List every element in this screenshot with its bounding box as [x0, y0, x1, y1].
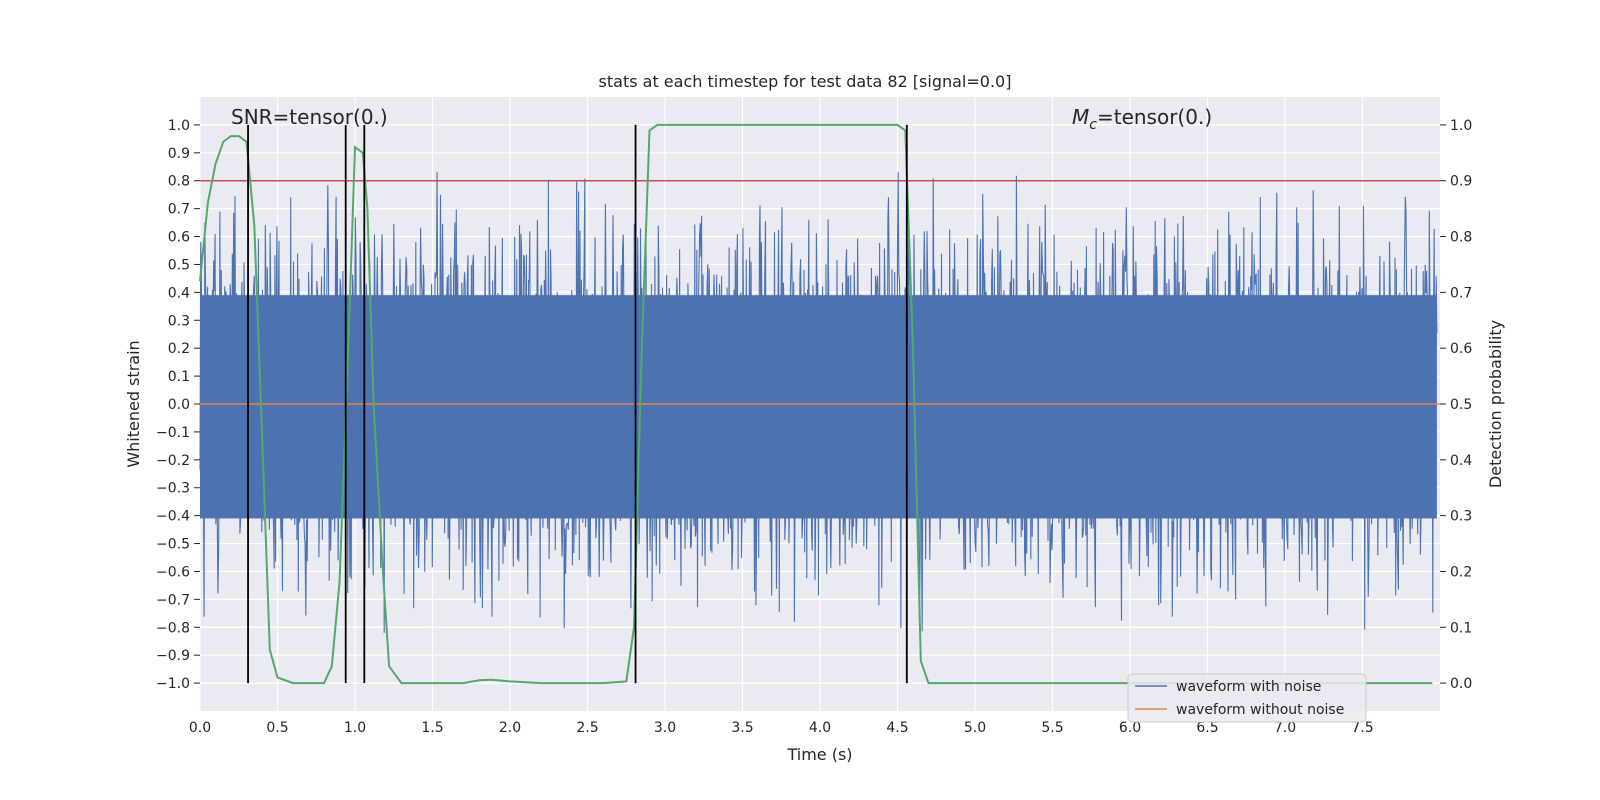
- right-y-tick-label: 0.0: [1450, 676, 1472, 692]
- left-y-tick-label: 0.3: [168, 313, 190, 329]
- right-y-axis-ticks: 1.0 0.9 0.8 0.7 0.6 0.5 0.4 0.3 0.2 0.1 0.0: [1440, 118, 1472, 692]
- left-y-tick-label: −1.0: [156, 676, 190, 692]
- left-y-tick-label: −0.9: [156, 648, 190, 664]
- right-y-tick-label: 0.6: [1450, 341, 1472, 357]
- x-tick-label: 2.0: [499, 720, 521, 736]
- x-tick-label: 3.0: [654, 720, 676, 736]
- mc-value: =tensor(0.): [1097, 105, 1212, 129]
- right-y-tick-label: 0.3: [1450, 509, 1472, 525]
- right-y-tick-label: 0.5: [1450, 397, 1472, 413]
- left-y-tick-label: 0.2: [168, 341, 190, 357]
- right-y-tick-label: 0.4: [1450, 453, 1472, 469]
- left-y-tick-label: −0.3: [156, 481, 190, 497]
- left-y-tick-label: 0.6: [168, 230, 190, 246]
- legend-label-clean: waveform without noise: [1176, 702, 1344, 718]
- x-tick-label: 1.5: [421, 720, 443, 736]
- series-waveform-with-noise: [199, 172, 1438, 633]
- x-tick-label: 4.0: [809, 720, 831, 736]
- right-y-tick-label: 0.1: [1450, 620, 1472, 636]
- right-y-tick-label: 1.0: [1450, 118, 1472, 134]
- noise-trace: [199, 172, 1438, 633]
- left-y-tick-label: −0.4: [156, 509, 190, 525]
- mc-annotation: Mc=tensor(0.): [1072, 105, 1212, 133]
- mc-subscript: c: [1089, 117, 1097, 133]
- left-y-tick-label: 0.7: [168, 202, 190, 218]
- x-tick-label: 4.5: [886, 720, 908, 736]
- right-y-tick-label: 0.2: [1450, 564, 1472, 580]
- right-y-tick-label: 0.7: [1450, 285, 1472, 301]
- left-y-tick-label: 0.5: [168, 257, 190, 273]
- x-tick-label: 0.0: [189, 720, 211, 736]
- x-tick-label: 2.5: [576, 720, 598, 736]
- left-y-tick-label: −0.2: [156, 453, 190, 469]
- x-tick-label: 1.0: [344, 720, 366, 736]
- left-y-tick-label: −0.7: [156, 592, 190, 608]
- x-tick-label: 5.0: [964, 720, 986, 736]
- chart-title: stats at each timestep for test data 82 …: [599, 72, 1012, 91]
- x-tick-label: 0.5: [266, 720, 288, 736]
- legend-box: [1127, 673, 1367, 723]
- left-y-tick-label: −0.1: [156, 425, 190, 441]
- x-tick-label: 3.5: [731, 720, 753, 736]
- left-y-tick-label: 1.0: [168, 118, 190, 134]
- x-tick-label: 6.0: [1119, 720, 1141, 736]
- x-axis-ticks: 0.0 0.5 1.0 1.5 2.0 2.5 3.0 3.5 4.0 4.5 5.0 5.5 6.0 6…: [189, 720, 1374, 736]
- legend: waveform with noise waveform without noi…: [1127, 673, 1367, 723]
- left-y-tick-label: −0.8: [156, 620, 190, 636]
- series-detection-probability: [199, 123, 1433, 685]
- detection-markers: [247, 124, 908, 684]
- left-y-tick-label: −0.5: [156, 537, 190, 553]
- left-y-tick-label: 0.1: [168, 369, 190, 385]
- right-y-tick-label: 0.8: [1450, 230, 1472, 246]
- snr-annotation: SNR=tensor(0.): [231, 105, 388, 129]
- right-y-tick-label: 0.9: [1450, 174, 1472, 190]
- left-y-tick-label: −0.6: [156, 564, 190, 580]
- left-y-tick-label: 0.8: [168, 174, 190, 190]
- x-tick-label: 6.5: [1196, 720, 1218, 736]
- x-tick-label: 7.5: [1351, 720, 1373, 736]
- left-y-tick-label: 0.0: [168, 397, 190, 413]
- mc-symbol: M: [1072, 105, 1089, 129]
- x-tick-label: 5.5: [1041, 720, 1063, 736]
- x-tick-label: 7.0: [1274, 720, 1296, 736]
- left-y-tick-label: 0.9: [168, 146, 190, 162]
- left-y-axis-label: Whitened strain: [124, 340, 143, 467]
- x-axis-label: Time (s): [786, 745, 852, 764]
- left-y-axis-ticks: 1.0 0.9 0.8 0.7 0.6 0.5 0.4 0.3 0.2 0.1 0.0 −0.1 −0.…: [156, 118, 200, 692]
- left-y-tick-label: 0.4: [168, 285, 190, 301]
- right-y-axis-label: Detection probability: [1486, 320, 1505, 488]
- legend-label-noisy: waveform with noise: [1176, 679, 1321, 695]
